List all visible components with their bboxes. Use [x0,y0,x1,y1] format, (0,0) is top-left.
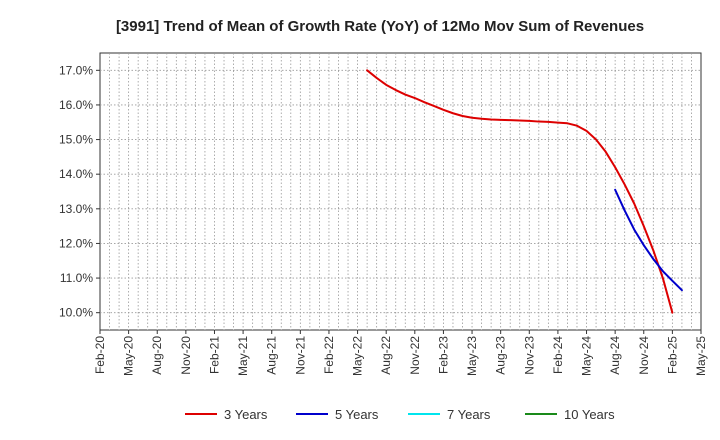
y-tick-label: 11.0% [60,271,93,285]
x-tick-label: May-24 [580,336,594,376]
legend: 3 Years 5 Years 7 Years 10 Years [185,407,615,422]
y-tick-label: 13.0% [59,202,93,216]
y-axis-ticks: 10.0% 11.0% 12.0% 13.0% 14.0% 15.0% 16.0% 17.0% [59,63,100,320]
x-tick-label: May-20 [122,336,136,376]
x-tick-label: Feb-24 [551,336,565,374]
x-tick-label: May-23 [465,336,479,376]
series-lines [366,69,683,314]
x-tick-label: Aug-20 [150,336,164,375]
y-tick-label: 17.0% [59,63,93,77]
plot-area [99,52,702,331]
legend-label-1: 3 Years [224,407,268,422]
y-tick-label: 12.0% [59,236,93,250]
x-tick-label: Aug-24 [608,336,622,375]
x-tick-label: May-22 [351,336,365,376]
x-tick-label: Nov-22 [408,336,422,375]
series-line-1 [366,69,674,314]
y-tick-label: 15.0% [59,133,93,147]
y-gridlines [100,69,701,314]
x-tick-label: Feb-22 [322,336,336,374]
x-gridlines [109,53,692,330]
x-tick-label: Nov-23 [522,336,536,375]
x-tick-label: Feb-20 [93,336,107,374]
legend-label-3: 7 Years [447,407,491,422]
x-tick-label: Feb-25 [665,336,679,374]
x-tick-label: May-21 [236,336,250,376]
y-tick-label: 16.0% [59,98,93,112]
y-tick-label: 14.0% [59,167,93,181]
x-tick-label: Feb-23 [436,336,450,374]
x-tick-label: Aug-23 [494,336,508,375]
chart-title: [3991] Trend of Mean of Growth Rate (YoY… [116,18,644,35]
x-tick-label: Nov-20 [179,336,193,375]
x-tick-label: Nov-21 [293,336,307,375]
x-axis-ticks: Feb-20 May-20 Aug-20 Nov-20 Feb-21 May-21 Aug-… [93,330,708,376]
y-tick-label: 10.0% [59,306,93,320]
x-tick-label: Aug-21 [265,336,279,375]
x-tick-label: Aug-22 [379,336,393,375]
x-tick-label: Nov-24 [637,336,651,375]
legend-label-2: 5 Years [335,407,379,422]
series-line-2 [614,188,683,292]
legend-label-4: 10 Years [564,407,615,422]
x-tick-label: Feb-21 [207,336,221,374]
x-tick-label: May-25 [694,336,708,376]
